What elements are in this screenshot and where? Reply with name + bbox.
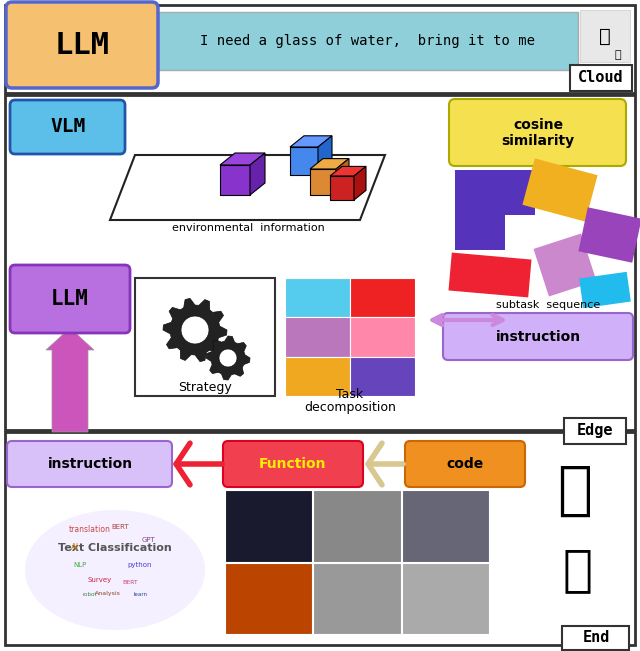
- Text: GPT: GPT: [141, 537, 155, 543]
- Polygon shape: [219, 349, 237, 367]
- Polygon shape: [181, 316, 209, 344]
- FancyBboxPatch shape: [449, 99, 626, 166]
- FancyBboxPatch shape: [6, 2, 158, 88]
- Text: Survey: Survey: [88, 577, 112, 583]
- Text: robot: robot: [83, 592, 97, 598]
- Bar: [5, 432, 635, 645]
- FancyBboxPatch shape: [7, 441, 172, 487]
- Text: LLM: LLM: [54, 31, 109, 59]
- Text: subtask  sequence: subtask sequence: [496, 300, 600, 310]
- Bar: [285, 317, 350, 357]
- Polygon shape: [220, 153, 265, 165]
- Polygon shape: [110, 155, 385, 220]
- Polygon shape: [449, 253, 531, 298]
- Polygon shape: [290, 136, 332, 147]
- Bar: [580, 10, 630, 62]
- Text: cosine
similarity: cosine similarity: [501, 118, 575, 148]
- Bar: [402, 562, 489, 634]
- Polygon shape: [579, 272, 631, 308]
- Text: LLM: LLM: [51, 289, 89, 309]
- Text: python: python: [128, 562, 152, 568]
- FancyArrow shape: [46, 328, 94, 432]
- Text: Cloud: Cloud: [578, 70, 624, 85]
- Bar: [285, 278, 350, 317]
- Text: Function: Function: [259, 457, 327, 471]
- Polygon shape: [336, 159, 349, 195]
- Bar: [402, 490, 489, 562]
- Bar: [564, 418, 626, 444]
- Polygon shape: [534, 234, 596, 296]
- Bar: [285, 357, 350, 396]
- Text: BERT: BERT: [111, 524, 129, 530]
- Text: 👤: 👤: [599, 27, 611, 46]
- Polygon shape: [310, 169, 336, 195]
- FancyBboxPatch shape: [223, 441, 363, 487]
- Text: Strategy: Strategy: [178, 381, 232, 395]
- Text: instruction: instruction: [495, 330, 580, 344]
- Text: environmental  information: environmental information: [172, 223, 324, 233]
- Bar: [5, 95, 635, 430]
- Bar: [350, 357, 415, 396]
- Bar: [135, 278, 275, 396]
- Polygon shape: [330, 176, 354, 200]
- FancyBboxPatch shape: [10, 265, 130, 333]
- Text: Analysis: Analysis: [95, 592, 121, 596]
- FancyBboxPatch shape: [443, 313, 633, 360]
- Text: AI: AI: [71, 544, 79, 553]
- Bar: [570, 65, 632, 91]
- Bar: [158, 12, 578, 70]
- Polygon shape: [250, 153, 265, 195]
- Polygon shape: [206, 336, 250, 380]
- Bar: [225, 562, 312, 634]
- Text: End: End: [582, 631, 610, 646]
- Bar: [314, 562, 401, 634]
- Ellipse shape: [25, 510, 205, 630]
- Text: 🐕: 🐕: [563, 546, 593, 594]
- Bar: [350, 278, 415, 317]
- Polygon shape: [579, 207, 640, 263]
- Text: Edge: Edge: [577, 424, 613, 439]
- Text: VLM: VLM: [51, 117, 86, 137]
- Text: BERT: BERT: [122, 579, 138, 585]
- Bar: [5, 5, 635, 93]
- Text: learn: learn: [133, 592, 147, 598]
- Polygon shape: [330, 167, 366, 176]
- Polygon shape: [310, 159, 349, 169]
- Polygon shape: [290, 147, 318, 175]
- Text: instruction: instruction: [47, 457, 132, 471]
- FancyBboxPatch shape: [405, 441, 525, 487]
- Text: 📊: 📊: [614, 50, 621, 60]
- Polygon shape: [522, 158, 598, 221]
- FancyBboxPatch shape: [10, 100, 125, 154]
- Polygon shape: [354, 167, 366, 200]
- Polygon shape: [318, 136, 332, 175]
- Polygon shape: [163, 298, 227, 361]
- Polygon shape: [455, 170, 535, 250]
- Bar: [562, 626, 629, 650]
- Bar: [350, 317, 415, 357]
- Text: I need a glass of water,  bring it to me: I need a glass of water, bring it to me: [200, 34, 536, 48]
- Text: decomposition: decomposition: [304, 402, 396, 415]
- Polygon shape: [220, 165, 250, 195]
- Text: translation: translation: [69, 525, 111, 534]
- Text: NLP: NLP: [74, 562, 86, 568]
- Text: code: code: [446, 457, 484, 471]
- Bar: [314, 490, 401, 562]
- Text: 🚁: 🚁: [557, 462, 593, 518]
- Bar: [225, 490, 312, 562]
- Text: Text Classification: Text Classification: [58, 543, 172, 553]
- Text: Task: Task: [337, 389, 364, 402]
